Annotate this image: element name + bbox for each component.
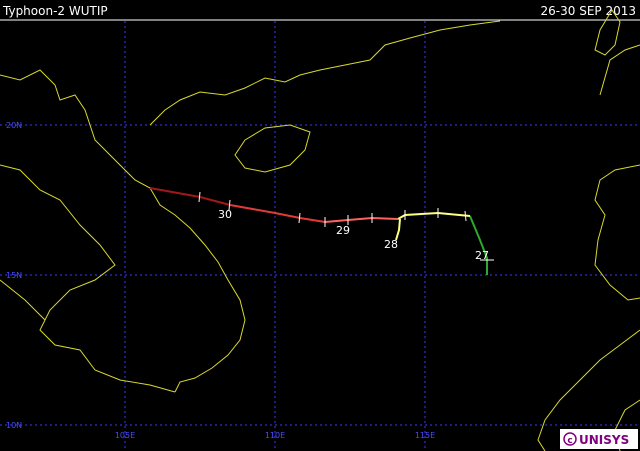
tick bbox=[464, 210, 467, 222]
track-ticks bbox=[198, 191, 494, 261]
tick bbox=[298, 212, 301, 224]
logo: c UNISYS bbox=[560, 429, 638, 449]
tick bbox=[198, 191, 201, 203]
title: Typhoon-2 WUTIP bbox=[2, 4, 108, 18]
lat-label: 15N bbox=[6, 271, 22, 280]
lon-label: 105E bbox=[115, 431, 135, 440]
grid-labels: 20N 15N 10N 105E 110E 115E bbox=[6, 121, 435, 440]
day-labels: 30 29 28 27 bbox=[218, 208, 489, 262]
logo-mark bbox=[563, 432, 577, 446]
header-bar bbox=[0, 0, 640, 20]
track-typhoon bbox=[229, 204, 326, 223]
lon-label: 110E bbox=[265, 431, 285, 440]
storm-track bbox=[149, 187, 494, 275]
coastlines bbox=[0, 9, 640, 451]
track-typhoon bbox=[324, 216, 399, 223]
coastline bbox=[594, 164, 640, 301]
tick bbox=[228, 199, 231, 211]
date-range: 26-30 SEP 2013 bbox=[541, 4, 636, 18]
graticule bbox=[0, 21, 640, 451]
coastline bbox=[594, 9, 621, 56]
lat-label: 20N bbox=[6, 121, 22, 130]
track-storm bbox=[397, 211, 471, 220]
logo-text: UNISYS bbox=[579, 433, 629, 447]
coastline bbox=[0, 279, 46, 321]
coastline bbox=[149, 20, 501, 126]
track-storm bbox=[395, 218, 401, 241]
coastline bbox=[0, 69, 246, 393]
lat-label: 10N bbox=[6, 421, 22, 430]
coastline bbox=[234, 124, 311, 173]
day-label: 27 bbox=[475, 249, 489, 262]
track-depression bbox=[469, 215, 488, 275]
coastline bbox=[537, 329, 640, 451]
day-label: 28 bbox=[384, 238, 398, 251]
coastline bbox=[0, 164, 176, 393]
day-label: 29 bbox=[336, 224, 350, 237]
logo-mark-letter: c bbox=[567, 436, 572, 446]
day-label: 30 bbox=[218, 208, 232, 221]
coastline bbox=[599, 44, 640, 96]
lon-label: 115E bbox=[415, 431, 435, 440]
logo-box bbox=[560, 429, 638, 449]
